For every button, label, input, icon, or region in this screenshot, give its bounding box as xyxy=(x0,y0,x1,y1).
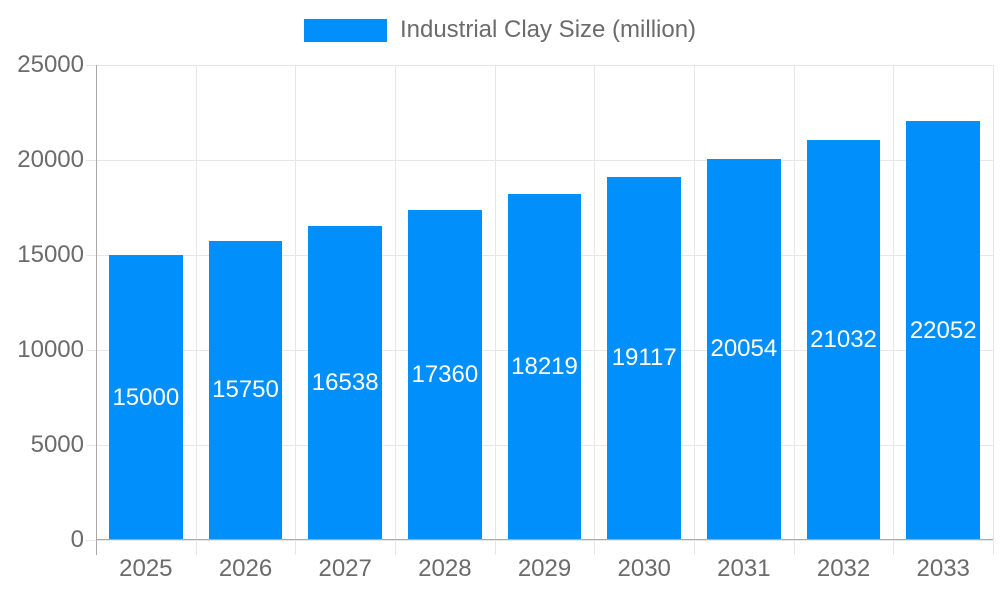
v-gridline-7 xyxy=(793,65,795,555)
plot-area: 15000 15750 16538 17360 18219 19117 20054 21032… xyxy=(86,65,994,555)
legend-label: Industrial Clay Size (million) xyxy=(399,16,697,43)
x-tick-label-2029: 2029 xyxy=(517,555,572,582)
bar-cell-2026: 15750 xyxy=(196,65,296,540)
v-gridline-5 xyxy=(594,65,596,555)
bar-value-label-2028: 17360 xyxy=(411,361,479,389)
x-tick-label-2031: 2031 xyxy=(717,555,771,582)
bar-value-label-2025: 15000 xyxy=(112,383,180,411)
bar-2033[interactable]: 22052 xyxy=(906,121,981,540)
x-axis-line xyxy=(96,539,993,540)
x-tick-label-2028: 2028 xyxy=(418,555,472,582)
bar-cell-2031: 20054 xyxy=(694,65,794,540)
bar-2026[interactable]: 15750 xyxy=(208,240,283,540)
bar-cell-2029: 18219 xyxy=(495,65,595,540)
bar-2029[interactable]: 18219 xyxy=(507,193,582,540)
y-tick-label-10000: 10000 xyxy=(17,336,84,363)
v-gridline-3 xyxy=(394,65,396,555)
bar-value-label-2029: 18219 xyxy=(511,352,578,380)
bar-2028[interactable]: 17360 xyxy=(407,210,482,540)
bar-2025[interactable]: 15000 xyxy=(108,255,183,540)
h-gridline-20000 xyxy=(86,160,993,161)
bar-cell-2032: 21032 xyxy=(794,65,894,540)
legend[interactable]: Industrial Clay Size (million) xyxy=(0,16,1000,43)
x-tick-label-2026: 2026 xyxy=(218,555,273,582)
bar-cell-2025: 15000 xyxy=(96,65,196,540)
bar-2030[interactable]: 19117 xyxy=(607,176,682,540)
bar-value-label-2032: 21032 xyxy=(810,326,877,354)
bar-value-label-2027: 16538 xyxy=(311,368,379,396)
bar-2031[interactable]: 20054 xyxy=(706,158,781,540)
v-gridline-1 xyxy=(195,65,197,555)
x-tick-label-2030: 2030 xyxy=(617,555,671,582)
v-gridline-9 xyxy=(993,65,994,555)
y-axis-line xyxy=(96,65,97,555)
bar-value-label-2033: 22052 xyxy=(909,316,977,344)
y-tick-label-0: 0 xyxy=(70,526,84,553)
v-gridline-8 xyxy=(893,65,895,555)
h-gridline-25000 xyxy=(86,65,993,66)
y-tick-label-25000: 25000 xyxy=(17,51,84,78)
y-tick-label-15000: 15000 xyxy=(17,241,84,268)
legend-marker xyxy=(303,18,387,42)
bar-2027[interactable]: 16538 xyxy=(308,225,383,540)
v-gridline-2 xyxy=(295,65,297,555)
bar-series: 15000 15750 16538 17360 18219 19117 20054 21032… xyxy=(96,65,993,540)
v-gridline-6 xyxy=(693,65,695,555)
bar-2032[interactable]: 21032 xyxy=(806,140,881,540)
x-axis-labels: 2025 2026 2027 2028 2029 2030 2031 2032 2033 xyxy=(96,555,993,582)
x-tick-label-2033: 2033 xyxy=(916,555,970,582)
bar-cell-2033: 22052 xyxy=(893,65,993,540)
x-tick-label-2032: 2032 xyxy=(816,555,871,582)
y-axis-labels: 0 5000 10000 15000 20000 25000 xyxy=(0,53,84,552)
v-gridline-4 xyxy=(494,65,496,555)
bar-value-label-2030: 19117 xyxy=(611,344,677,372)
bar-cell-2030: 19117 xyxy=(594,65,694,540)
bar-cell-2028: 17360 xyxy=(395,65,495,540)
bar-value-label-2031: 20054 xyxy=(710,335,778,363)
h-gridline-0 xyxy=(86,540,993,541)
y-tick-label-5000: 5000 xyxy=(30,431,84,458)
bar-value-label-2026: 15750 xyxy=(212,376,279,404)
x-tick-label-2025: 2025 xyxy=(119,555,173,582)
y-tick-label-20000: 20000 xyxy=(17,146,84,173)
bar-cell-2027: 16538 xyxy=(295,65,395,540)
x-tick-label-2027: 2027 xyxy=(318,555,372,582)
